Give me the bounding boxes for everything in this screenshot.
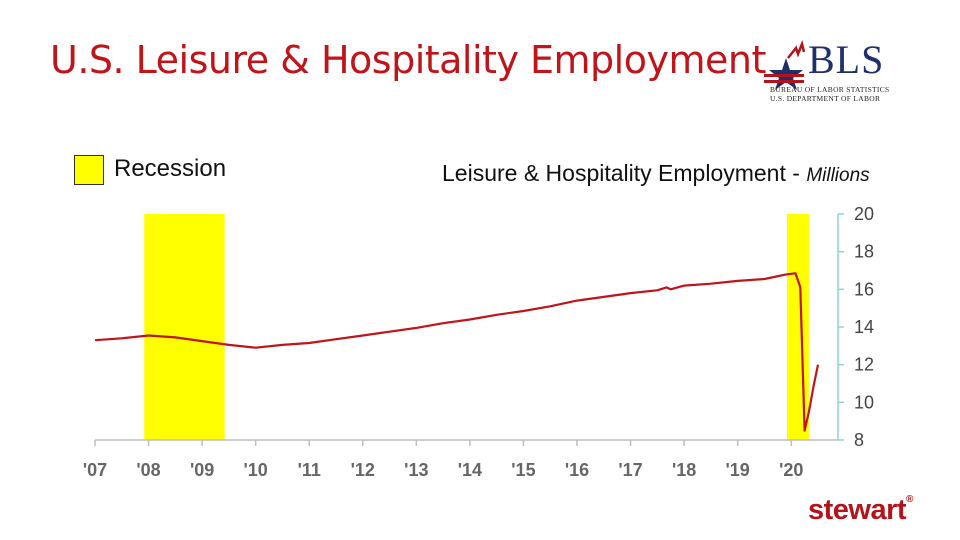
- series-title-text: Leisure & Hospitality Employment -: [442, 160, 807, 186]
- bls-subtitle: BUREAU OF LABOR STATISTICS U.S. DEPARTME…: [770, 85, 910, 103]
- x-tick-label: '08: [136, 460, 160, 480]
- series-title: Leisure & Hospitality Employment - Milli…: [442, 160, 870, 187]
- bls-flag-stripes: [787, 39, 806, 59]
- stewart-logo: stewart®: [808, 494, 913, 527]
- stewart-mark-icon: ®: [906, 494, 913, 505]
- y-tick-label: 12: [854, 355, 874, 375]
- x-tick-label: '17: [618, 460, 642, 480]
- y-tick-label: 20: [854, 204, 874, 224]
- bls-star-logo: [764, 39, 806, 90]
- x-tick-label: '12: [351, 460, 375, 480]
- x-tick-label: '07: [83, 460, 107, 480]
- bls-line-1: BUREAU OF LABOR STATISTICS: [770, 85, 890, 94]
- recession-legend-swatch: [74, 155, 104, 185]
- x-tick-label: '14: [458, 460, 482, 480]
- recession-band: [144, 214, 225, 440]
- series-unit: Millions: [806, 165, 870, 186]
- y-tick-label: 10: [854, 392, 874, 412]
- x-tick-label: '20: [779, 460, 803, 480]
- bls-logo-text: BLS: [808, 37, 885, 82]
- stewart-logo-text: stewart: [808, 494, 907, 526]
- bls-line-2: U.S. DEPARTMENT OF LABOR: [770, 94, 881, 103]
- recession-band: [786, 214, 809, 440]
- x-tick-label: '16: [565, 460, 589, 480]
- recession-legend-label: Recession: [114, 155, 227, 182]
- y-tick-label: 18: [854, 242, 874, 262]
- x-tick-label: '13: [404, 460, 428, 480]
- x-tick-label: '10: [244, 460, 268, 480]
- employment-series-line: [94, 272, 820, 432]
- x-tick-label: '11: [298, 460, 321, 480]
- y-tick-label: 8: [854, 430, 864, 450]
- x-tick-label: '19: [726, 460, 750, 480]
- x-tick-label: '15: [511, 460, 535, 480]
- y-tick-label: 16: [854, 279, 874, 299]
- x-tick-label: '09: [190, 460, 214, 480]
- y-tick-label: 14: [854, 317, 874, 337]
- x-tick-label: '18: [672, 460, 696, 480]
- slide-title: U.S. Leisure & Hospitality Employment: [50, 38, 766, 82]
